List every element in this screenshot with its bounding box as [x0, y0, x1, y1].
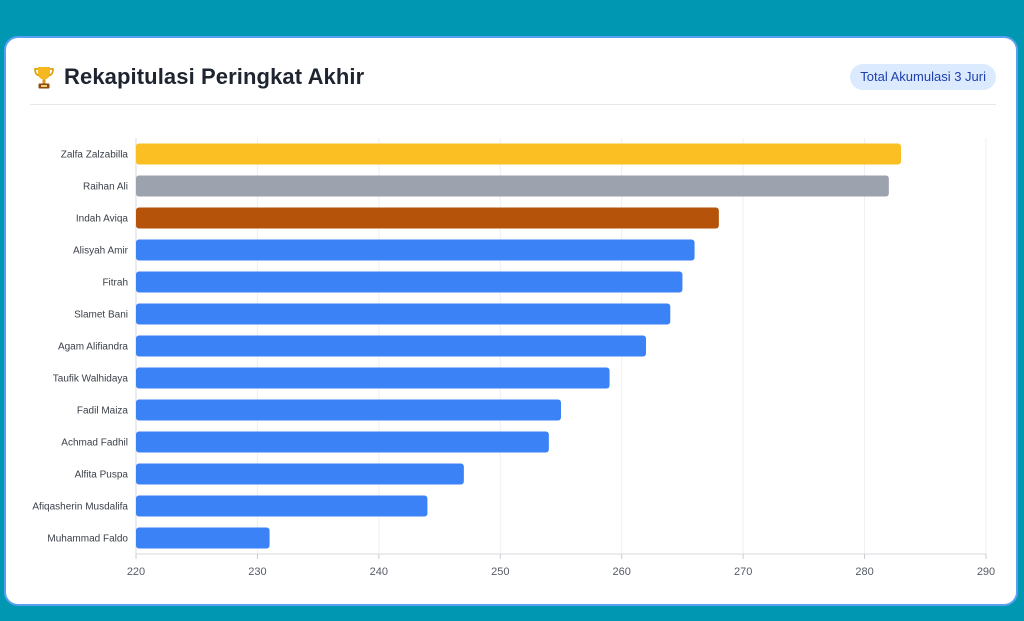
category-label: Afiqasherin Musdalifa — [32, 502, 128, 513]
bar-muhammad-faldo — [136, 527, 270, 549]
x-tick-label: 270 — [734, 566, 752, 578]
x-tick-label: 230 — [248, 566, 266, 578]
x-tick-label: 260 — [613, 566, 631, 578]
bar-zalfa-zalzabilla — [136, 143, 901, 165]
bar-slamet-bani — [136, 303, 671, 325]
bar-alfita-puspa — [136, 463, 464, 485]
category-label: Agam Alifiandra — [58, 342, 128, 353]
x-tick-label: 220 — [127, 566, 145, 578]
category-label: Indah Aviqa — [76, 214, 129, 225]
bar-fadil-maiza — [136, 399, 561, 421]
trophy-icon — [34, 67, 54, 89]
bar-indah-aviqa — [136, 207, 719, 229]
bar-alisyah-amir — [136, 239, 695, 261]
page-title: Rekapitulasi Peringkat Akhir — [64, 64, 365, 89]
category-label: Taufik Walhidaya — [53, 374, 129, 385]
category-label: Achmad Fadhil — [61, 438, 128, 449]
status-badge: Total Akumulasi 3 Juri — [850, 64, 996, 90]
x-tick-label: 250 — [491, 566, 509, 578]
x-tick-label: 290 — [977, 566, 995, 578]
bar-raihan-ali — [136, 175, 889, 197]
bar-fitrah — [136, 271, 683, 293]
category-label: Alfita Puspa — [75, 470, 129, 481]
category-label: Fitrah — [102, 278, 128, 289]
category-label: Zalfa Zalzabilla — [61, 150, 129, 161]
bar-agam-alifiandra — [136, 335, 646, 357]
bar-achmad-fadhil — [136, 431, 549, 453]
category-label: Muhammad Faldo — [47, 534, 128, 545]
ranking-card: Rekapitulasi Peringkat Akhir Total Akumu… — [4, 36, 1018, 606]
ranking-bar-chart: 220 230 240 250 260 270 280 290 Zalfa Zalzabilla… — [32, 138, 995, 578]
category-label: Raihan Ali — [83, 182, 128, 193]
card-header: Rekapitulasi Peringkat Akhir Total Akumu… — [30, 58, 996, 105]
x-tick-label: 240 — [370, 566, 388, 578]
bar-afiqasherin-musdalifa — [136, 495, 428, 517]
x-tick-label: 280 — [855, 566, 873, 578]
category-label: Fadil Maiza — [77, 406, 129, 417]
category-label: Alisyah Amir — [73, 246, 129, 257]
bar-taufik-walhidaya — [136, 367, 610, 389]
category-label: Slamet Bani — [74, 310, 128, 321]
